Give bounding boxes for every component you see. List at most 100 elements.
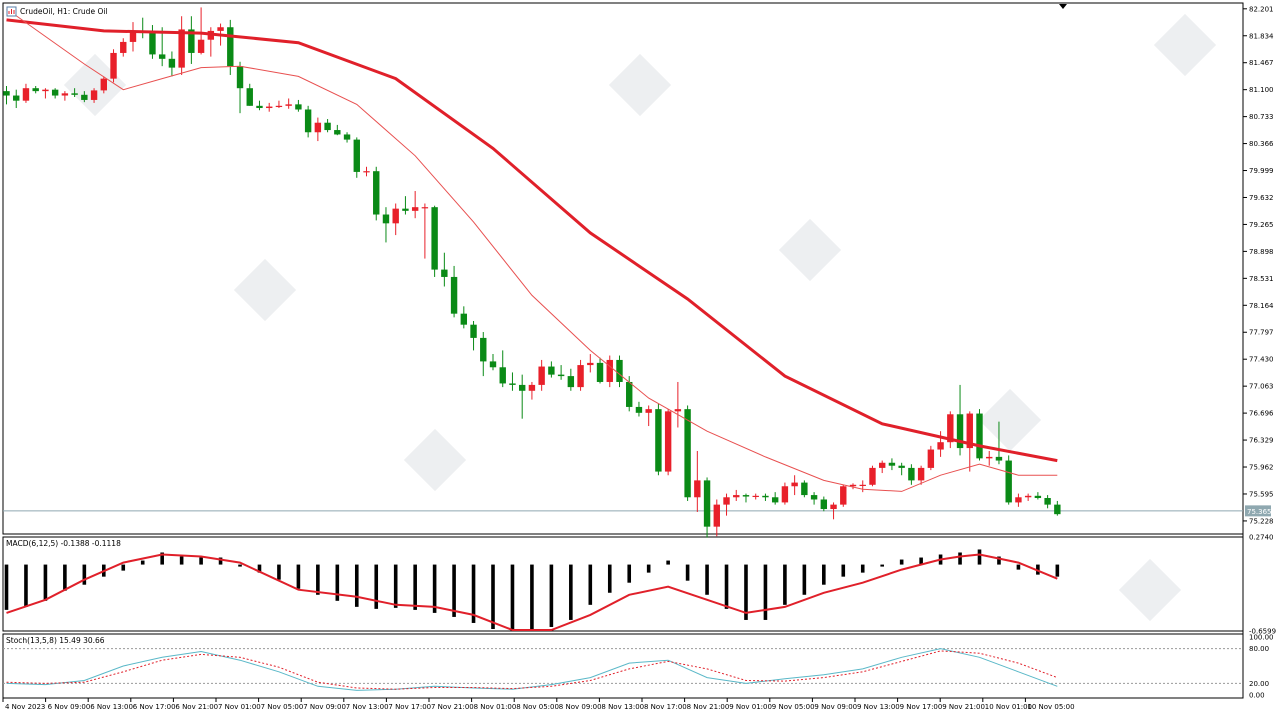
watermark-diamond bbox=[778, 218, 842, 282]
time-tick-label: 4 Nov 2023 bbox=[5, 703, 45, 711]
candle-body bbox=[382, 214, 390, 224]
price-tick-label: 77.430 bbox=[1249, 356, 1274, 364]
candle-body bbox=[801, 482, 808, 496]
candle-body bbox=[976, 413, 983, 459]
macd-bar bbox=[783, 564, 787, 605]
time-tick-label: 7 Nov 09:00 bbox=[303, 703, 346, 711]
macd-bar bbox=[257, 564, 262, 573]
candle-body bbox=[655, 409, 662, 472]
time-tick-label: 6 Nov 17:00 bbox=[133, 703, 176, 711]
candle-body bbox=[567, 376, 575, 388]
stoch-panel[interactable] bbox=[2, 633, 1244, 699]
macd-bar bbox=[296, 564, 301, 589]
macd-bar bbox=[860, 564, 865, 573]
candle-body bbox=[538, 366, 545, 385]
time-tick-label: 9 Nov 21:00 bbox=[942, 703, 985, 711]
time-tick-label: 6 Nov 09:00 bbox=[48, 703, 91, 711]
time-tick-label: 7 Nov 01:00 bbox=[218, 703, 261, 711]
candle-body bbox=[81, 94, 88, 100]
time-tick-label: 6 Nov 21:00 bbox=[175, 703, 218, 711]
candle-body bbox=[898, 465, 905, 468]
candle-body bbox=[548, 366, 555, 375]
watermark-mark bbox=[778, 218, 842, 282]
candle-body bbox=[441, 269, 448, 277]
candle-body bbox=[1054, 504, 1061, 515]
macd-histogram bbox=[4, 549, 1060, 632]
macd-bar bbox=[646, 564, 651, 573]
macd-bar bbox=[491, 564, 495, 629]
price-panel[interactable] bbox=[2, 2, 1244, 535]
candle-body bbox=[304, 109, 312, 133]
candle-body bbox=[888, 462, 896, 466]
candle-body bbox=[22, 88, 30, 101]
candle-body bbox=[684, 409, 691, 498]
stoch-tick-label: 0.00 bbox=[1249, 692, 1265, 700]
candle-body bbox=[188, 29, 195, 53]
time-tick-label: 10 Nov 05:00 bbox=[1027, 703, 1074, 711]
macd-bar bbox=[121, 564, 126, 571]
candle-body bbox=[51, 89, 59, 96]
time-tick-label: 9 Nov 09:00 bbox=[814, 703, 857, 711]
candle-body bbox=[596, 362, 604, 382]
price-tick-label: 75.962 bbox=[1249, 464, 1274, 472]
stoch-tick-label: 100.00 bbox=[1249, 634, 1274, 642]
candle-body bbox=[246, 88, 253, 106]
candle-body bbox=[149, 32, 156, 55]
one-click-arrow-icon[interactable] bbox=[1059, 4, 1067, 9]
macd-panel[interactable] bbox=[2, 536, 1244, 632]
macd-bar bbox=[899, 559, 904, 565]
candle-body bbox=[324, 122, 331, 131]
macd-bar bbox=[452, 564, 456, 617]
candle-body bbox=[1015, 497, 1022, 503]
price-tick-label: 79.999 bbox=[1249, 167, 1274, 175]
candle-body bbox=[664, 411, 672, 472]
candle-body bbox=[742, 495, 750, 497]
macd-bar bbox=[218, 557, 223, 565]
macd-bar bbox=[802, 564, 807, 595]
time-tick-label: 8 Nov 21:00 bbox=[687, 703, 730, 711]
macd-bar bbox=[666, 560, 670, 565]
watermark-diamond bbox=[403, 428, 467, 492]
price-tick-label: 77.797 bbox=[1249, 329, 1274, 337]
candle-body bbox=[616, 359, 623, 382]
candle-body bbox=[13, 95, 20, 101]
candle-body bbox=[723, 497, 730, 505]
current-price-tag bbox=[1245, 505, 1271, 517]
macd-bar bbox=[471, 564, 476, 623]
time-tick-label: 9 Nov 17:00 bbox=[900, 703, 943, 711]
stoch-tick-label: 80.00 bbox=[1249, 645, 1269, 653]
price-tick-label: 76.696 bbox=[1249, 410, 1274, 418]
stoch-signal-line bbox=[6, 650, 1058, 690]
macd-bar bbox=[179, 556, 184, 565]
candle-body bbox=[421, 207, 429, 209]
candle-body bbox=[343, 134, 351, 140]
stoch-tick-label: 20.00 bbox=[1249, 680, 1269, 688]
ma-slow-line bbox=[6, 18, 1058, 463]
ma-fast-line bbox=[6, 8, 1058, 492]
candle-body bbox=[236, 66, 244, 89]
current-price-label: 75.365 bbox=[1247, 508, 1272, 516]
time-tick-label: 8 Nov 13:00 bbox=[601, 703, 644, 711]
symbol-icon-bars bbox=[8, 9, 15, 14]
price-tick-label: 81.834 bbox=[1249, 32, 1274, 40]
watermark-mark bbox=[233, 258, 297, 322]
candle-body bbox=[810, 495, 818, 500]
candle-body bbox=[781, 486, 789, 503]
candle-body bbox=[947, 414, 954, 443]
candle-body bbox=[460, 313, 468, 325]
macd-bar bbox=[569, 564, 573, 620]
candle-body bbox=[3, 91, 10, 96]
time-tick-label: 8 Nov 09:00 bbox=[559, 703, 602, 711]
macd-tick-label: 0.2740 bbox=[1249, 534, 1274, 542]
macd-bar bbox=[1016, 564, 1021, 570]
candle-body bbox=[431, 207, 438, 270]
candle-body bbox=[956, 414, 964, 449]
candle-body bbox=[178, 29, 185, 68]
time-tick-label: 7 Nov 17:00 bbox=[388, 703, 431, 711]
time-tick-label: 6 Nov 13:00 bbox=[90, 703, 133, 711]
macd-bar bbox=[685, 564, 690, 581]
candle-body bbox=[1005, 460, 1012, 503]
macd-bar bbox=[316, 564, 320, 595]
candle-body bbox=[32, 88, 39, 92]
